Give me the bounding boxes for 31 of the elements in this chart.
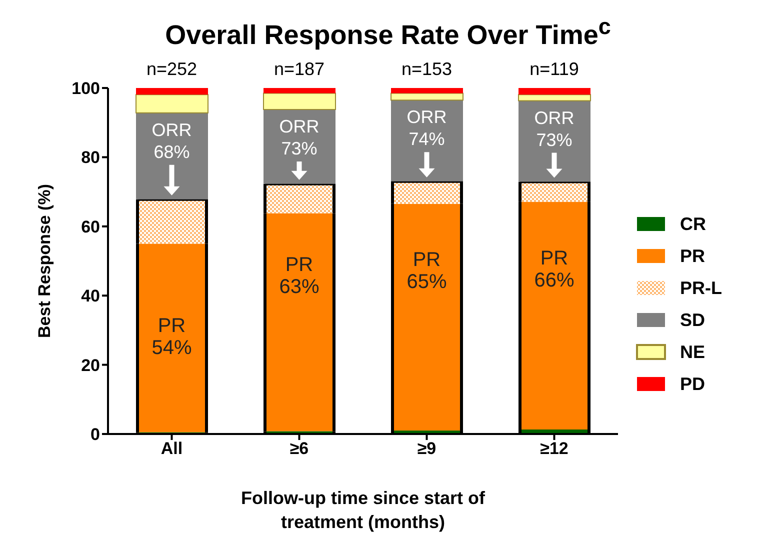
- text: n=252: [146, 58, 198, 79]
- x-tick-label: ≥9: [417, 439, 436, 458]
- annotation: PR 54%: [152, 315, 192, 360]
- legend-label: PR: [680, 246, 706, 266]
- text: n=119: [530, 58, 579, 79]
- x-tick-label: ≥12: [540, 439, 568, 458]
- annotation: ORR 74%: [406, 106, 447, 149]
- x-tick-label: ≥6: [290, 439, 309, 458]
- y-tick-label: 60: [81, 217, 100, 236]
- annotation: ORR 73%: [279, 116, 320, 158]
- y-tick-label: 80: [81, 148, 100, 168]
- legend-label: PD: [680, 374, 706, 394]
- chart-title: Overall Response Rate Over Time$^{c}$: [164, 14, 612, 51]
- y-tick-label: 0: [90, 425, 100, 444]
- text: n=153: [401, 58, 452, 79]
- annotation: ORR 73%: [534, 108, 574, 150]
- x-tick-label: All: [160, 439, 183, 458]
- legend-label: SD: [680, 310, 706, 330]
- annotation: ORR 68%: [152, 120, 192, 162]
- y-axis-title: Best Response (%): [35, 184, 54, 338]
- legend-label: PR-L: [680, 278, 722, 298]
- y-tick-label: 20: [81, 356, 100, 375]
- x-axis-title: Follow-up time since start of treatment (months): [240, 487, 486, 534]
- legend-label: CR: [680, 214, 706, 234]
- annotation: PR 66%: [534, 248, 574, 292]
- annotation: PR 65%: [406, 250, 447, 294]
- y-tick-label: 40: [81, 286, 100, 306]
- text: n=187: [274, 58, 325, 79]
- legend-label: NE: [680, 342, 706, 362]
- y-tick-label: 100: [72, 79, 100, 98]
- annotation: PR 63%: [279, 254, 320, 299]
